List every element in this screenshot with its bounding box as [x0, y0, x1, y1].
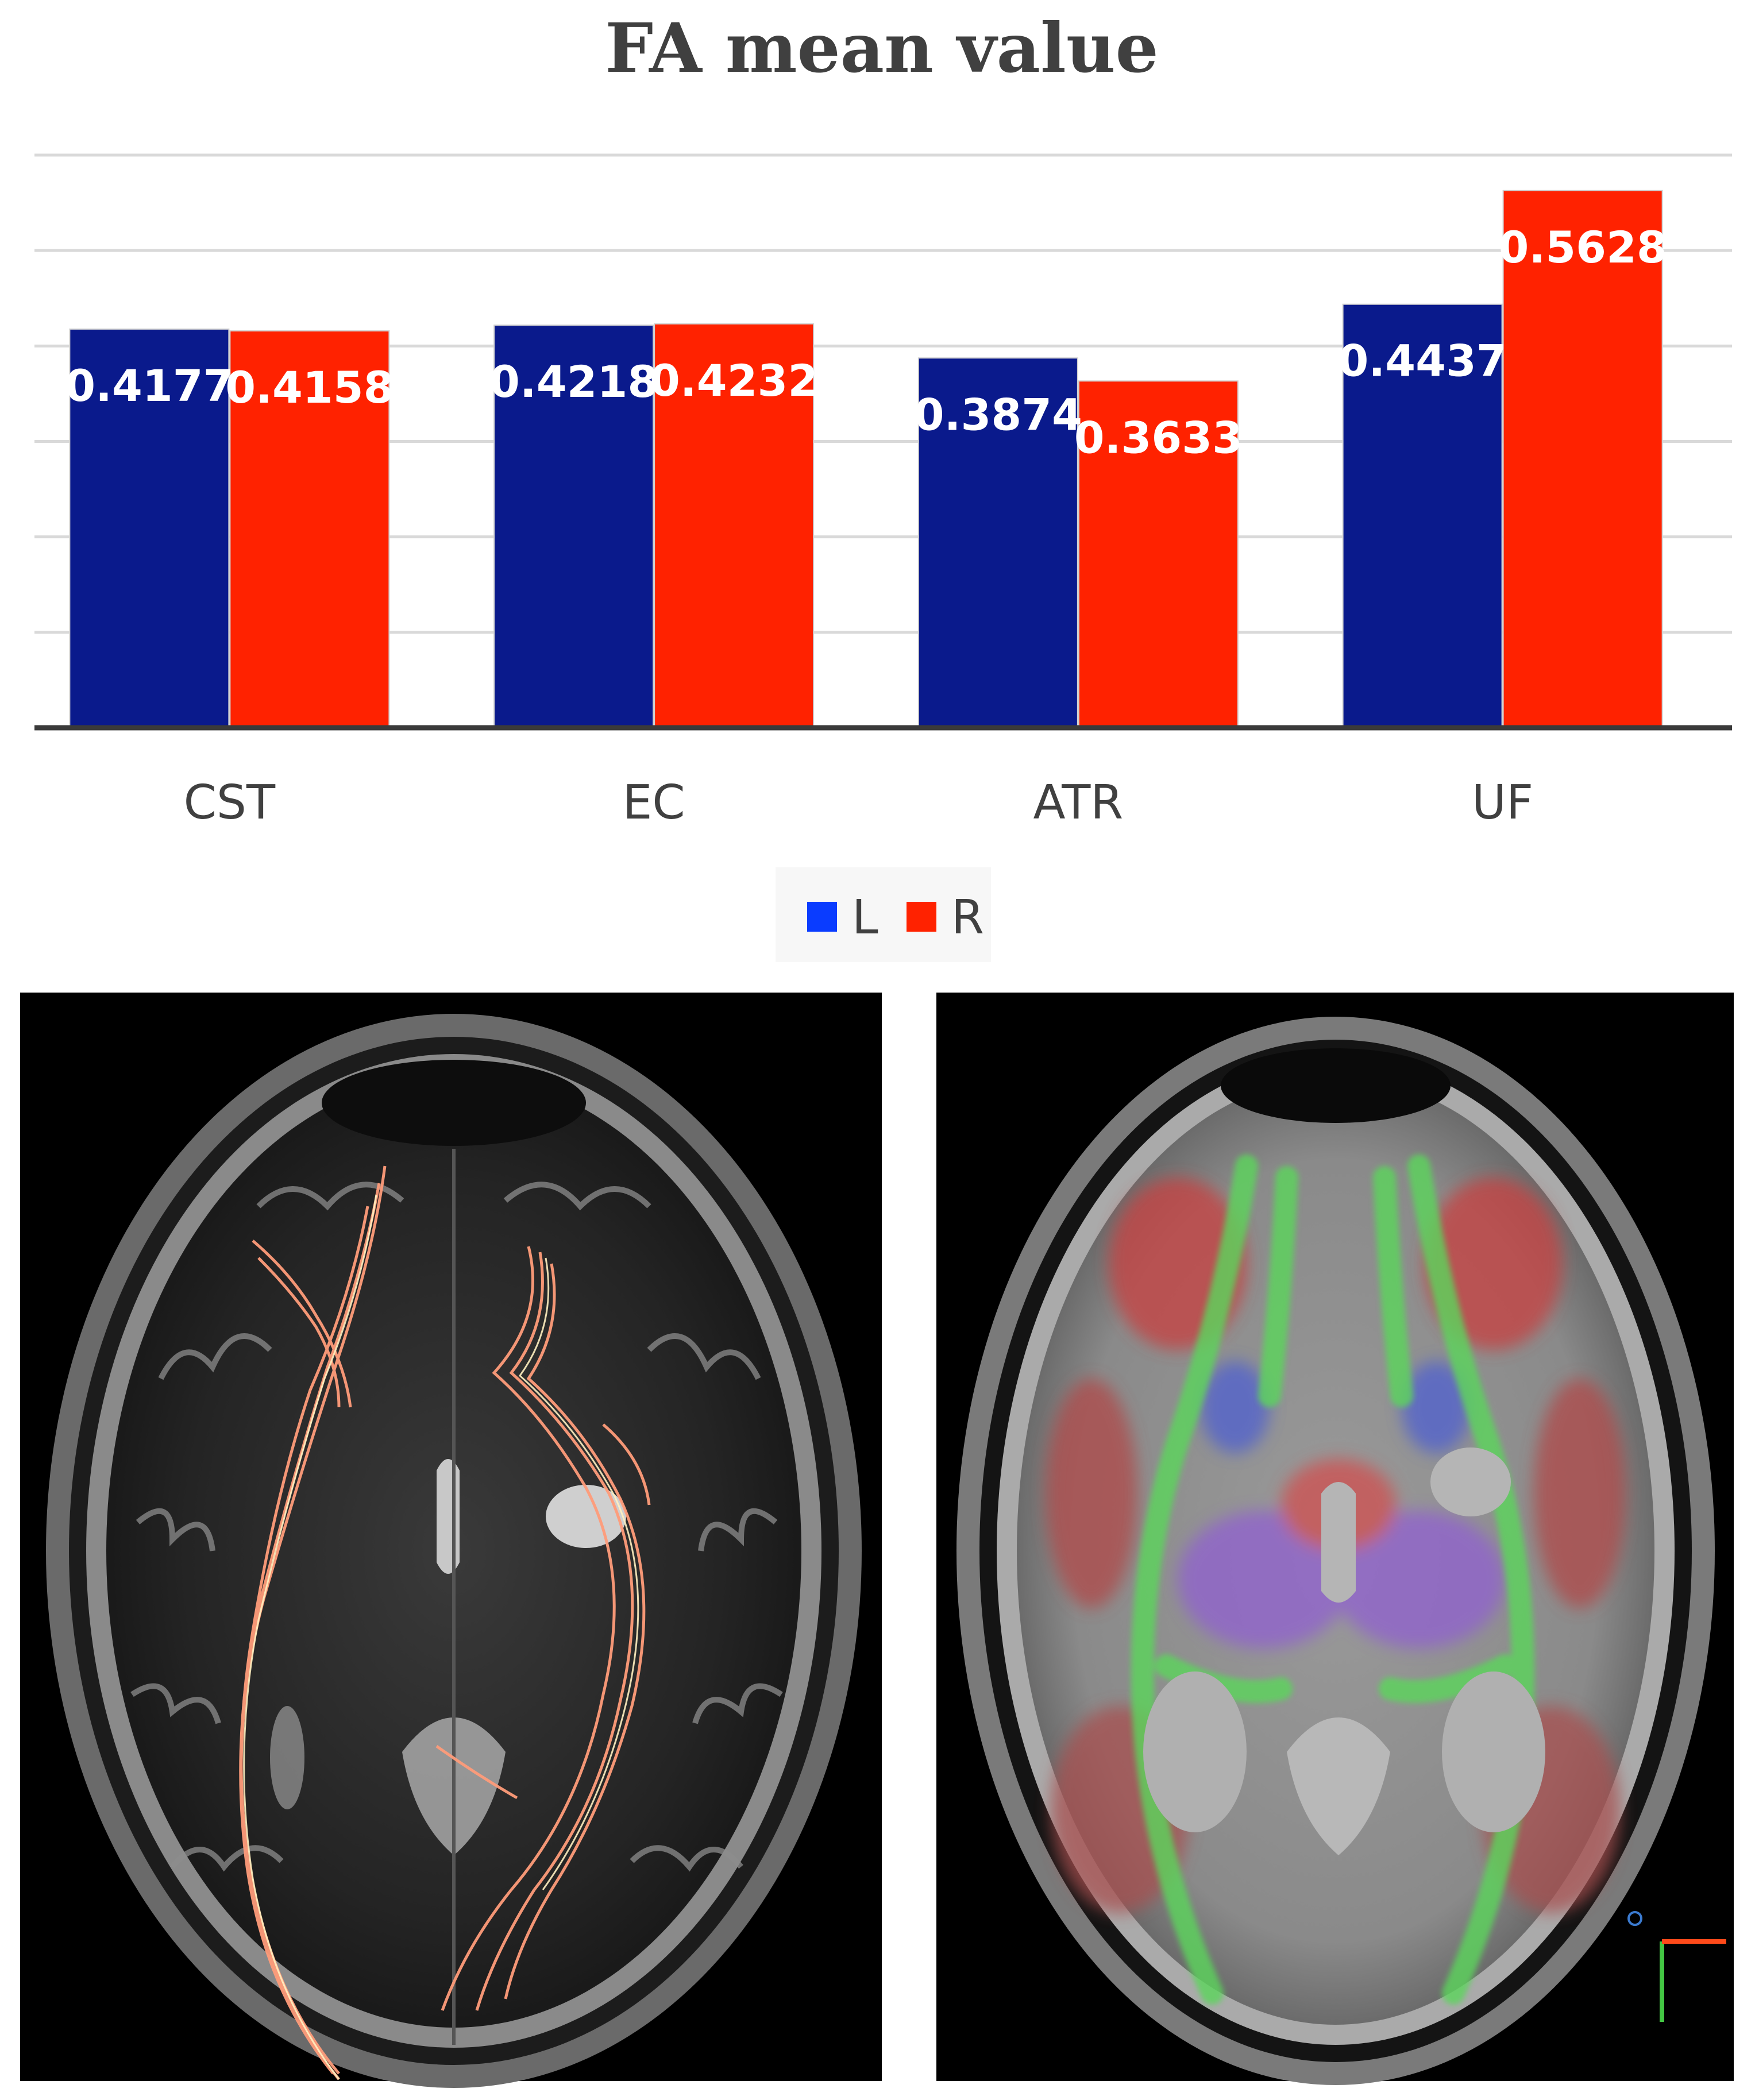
- mri-axial-tractography: [20, 993, 882, 2088]
- value-label-R-ATR: 0.3633: [1074, 412, 1243, 463]
- value-label-R-CST: 0.4158: [225, 362, 394, 413]
- category-label-UF: UF: [1472, 775, 1533, 830]
- bar-R-UF: [1502, 190, 1663, 728]
- category-labels: CST EC ATR UF: [184, 775, 1534, 830]
- legend-swatch-L: [807, 902, 837, 932]
- value-label-R-EC: 0.4232: [650, 355, 818, 406]
- bar-L-ATR: [917, 357, 1078, 728]
- bar-L-CST: [69, 328, 230, 728]
- value-label-R-UF: 0.5628: [1498, 222, 1667, 273]
- value-label-L-UF: 0.4437: [1338, 335, 1506, 387]
- bar-L-UF: [1342, 303, 1503, 728]
- mri-axial-color-fa-map: [936, 993, 1734, 2085]
- bar-R-EC: [654, 323, 815, 728]
- bar-L-EC: [493, 325, 654, 728]
- category-label-ATR: ATR: [1033, 775, 1123, 830]
- bar-R-ATR: [1078, 380, 1239, 728]
- value-label-L-EC: 0.4218: [489, 356, 658, 407]
- legend-label-R: R: [951, 890, 984, 945]
- bars: [69, 190, 1663, 728]
- value-label-L-ATR: 0.3874: [914, 389, 1082, 440]
- value-label-L-CST: 0.4177: [65, 360, 233, 411]
- bar-R-CST: [229, 330, 390, 728]
- legend-swatch-R: [907, 902, 936, 932]
- category-label-CST: CST: [184, 775, 276, 830]
- legend-label-L: L: [852, 890, 878, 945]
- orientation-axes-icon: [1627, 1911, 1726, 2022]
- chart-title: FA mean value: [605, 8, 1158, 88]
- category-label-EC: EC: [623, 775, 685, 830]
